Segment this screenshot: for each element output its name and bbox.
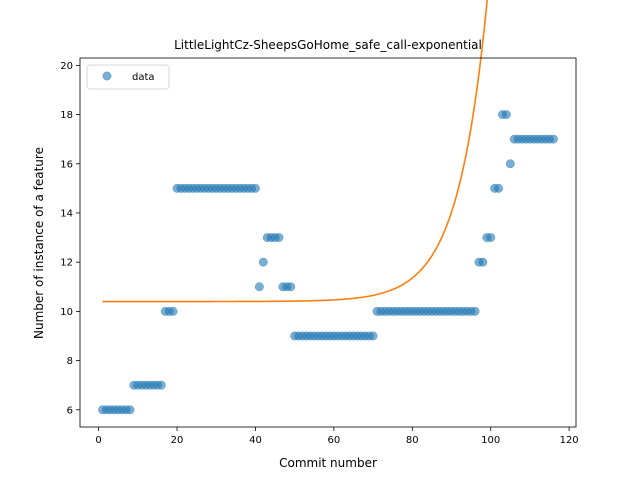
x-tick-label: 80 <box>406 435 419 446</box>
x-tick-label: 0 <box>95 435 101 446</box>
data-point <box>251 183 260 193</box>
x-tick-label: 60 <box>328 435 341 446</box>
y-tick-label: 18 <box>60 110 73 121</box>
data-point <box>168 306 178 316</box>
fit-line <box>102 0 488 303</box>
data-point <box>494 183 504 193</box>
x-axis-label: Commit number <box>279 456 377 470</box>
data-point <box>505 159 515 169</box>
chart-title: LittleLightCz-SheepsGoHome_safe_call-exp… <box>174 38 482 52</box>
legend-label: data <box>132 72 155 83</box>
x-tick-label: 120 <box>560 435 579 446</box>
data-point <box>470 306 480 316</box>
plot-area: 0 20 40 60 80 100 120 6 8 10 12 14 16 18 20 <box>60 0 579 446</box>
legend-marker <box>102 71 112 81</box>
data-point <box>286 282 296 292</box>
axes-frame <box>79 57 577 428</box>
data-point <box>478 257 488 267</box>
data-point <box>156 380 166 390</box>
x-tick-label: 40 <box>249 435 262 446</box>
y-tick-label: 10 <box>60 307 73 318</box>
y-tick-label: 20 <box>60 61 73 72</box>
x-tick-label: 100 <box>481 435 500 446</box>
data-point <box>486 233 496 243</box>
legend: data <box>86 64 170 90</box>
y-tick-label: 6 <box>67 405 73 416</box>
x-tick-label: 20 <box>171 435 184 446</box>
y-tick-label: 8 <box>67 356 73 367</box>
y-tick-label: 14 <box>60 208 73 219</box>
y-tick-label: 12 <box>60 258 73 269</box>
legend-box <box>86 64 170 90</box>
data-point <box>274 233 284 243</box>
y-axis-label: Number of instance of a feature <box>32 147 46 339</box>
data-point <box>501 110 511 120</box>
data-point <box>549 134 558 144</box>
data-point <box>125 405 135 415</box>
y-tick-label: 16 <box>60 159 73 170</box>
data-point <box>258 257 268 267</box>
data-point <box>254 282 264 292</box>
data-point <box>368 331 378 341</box>
